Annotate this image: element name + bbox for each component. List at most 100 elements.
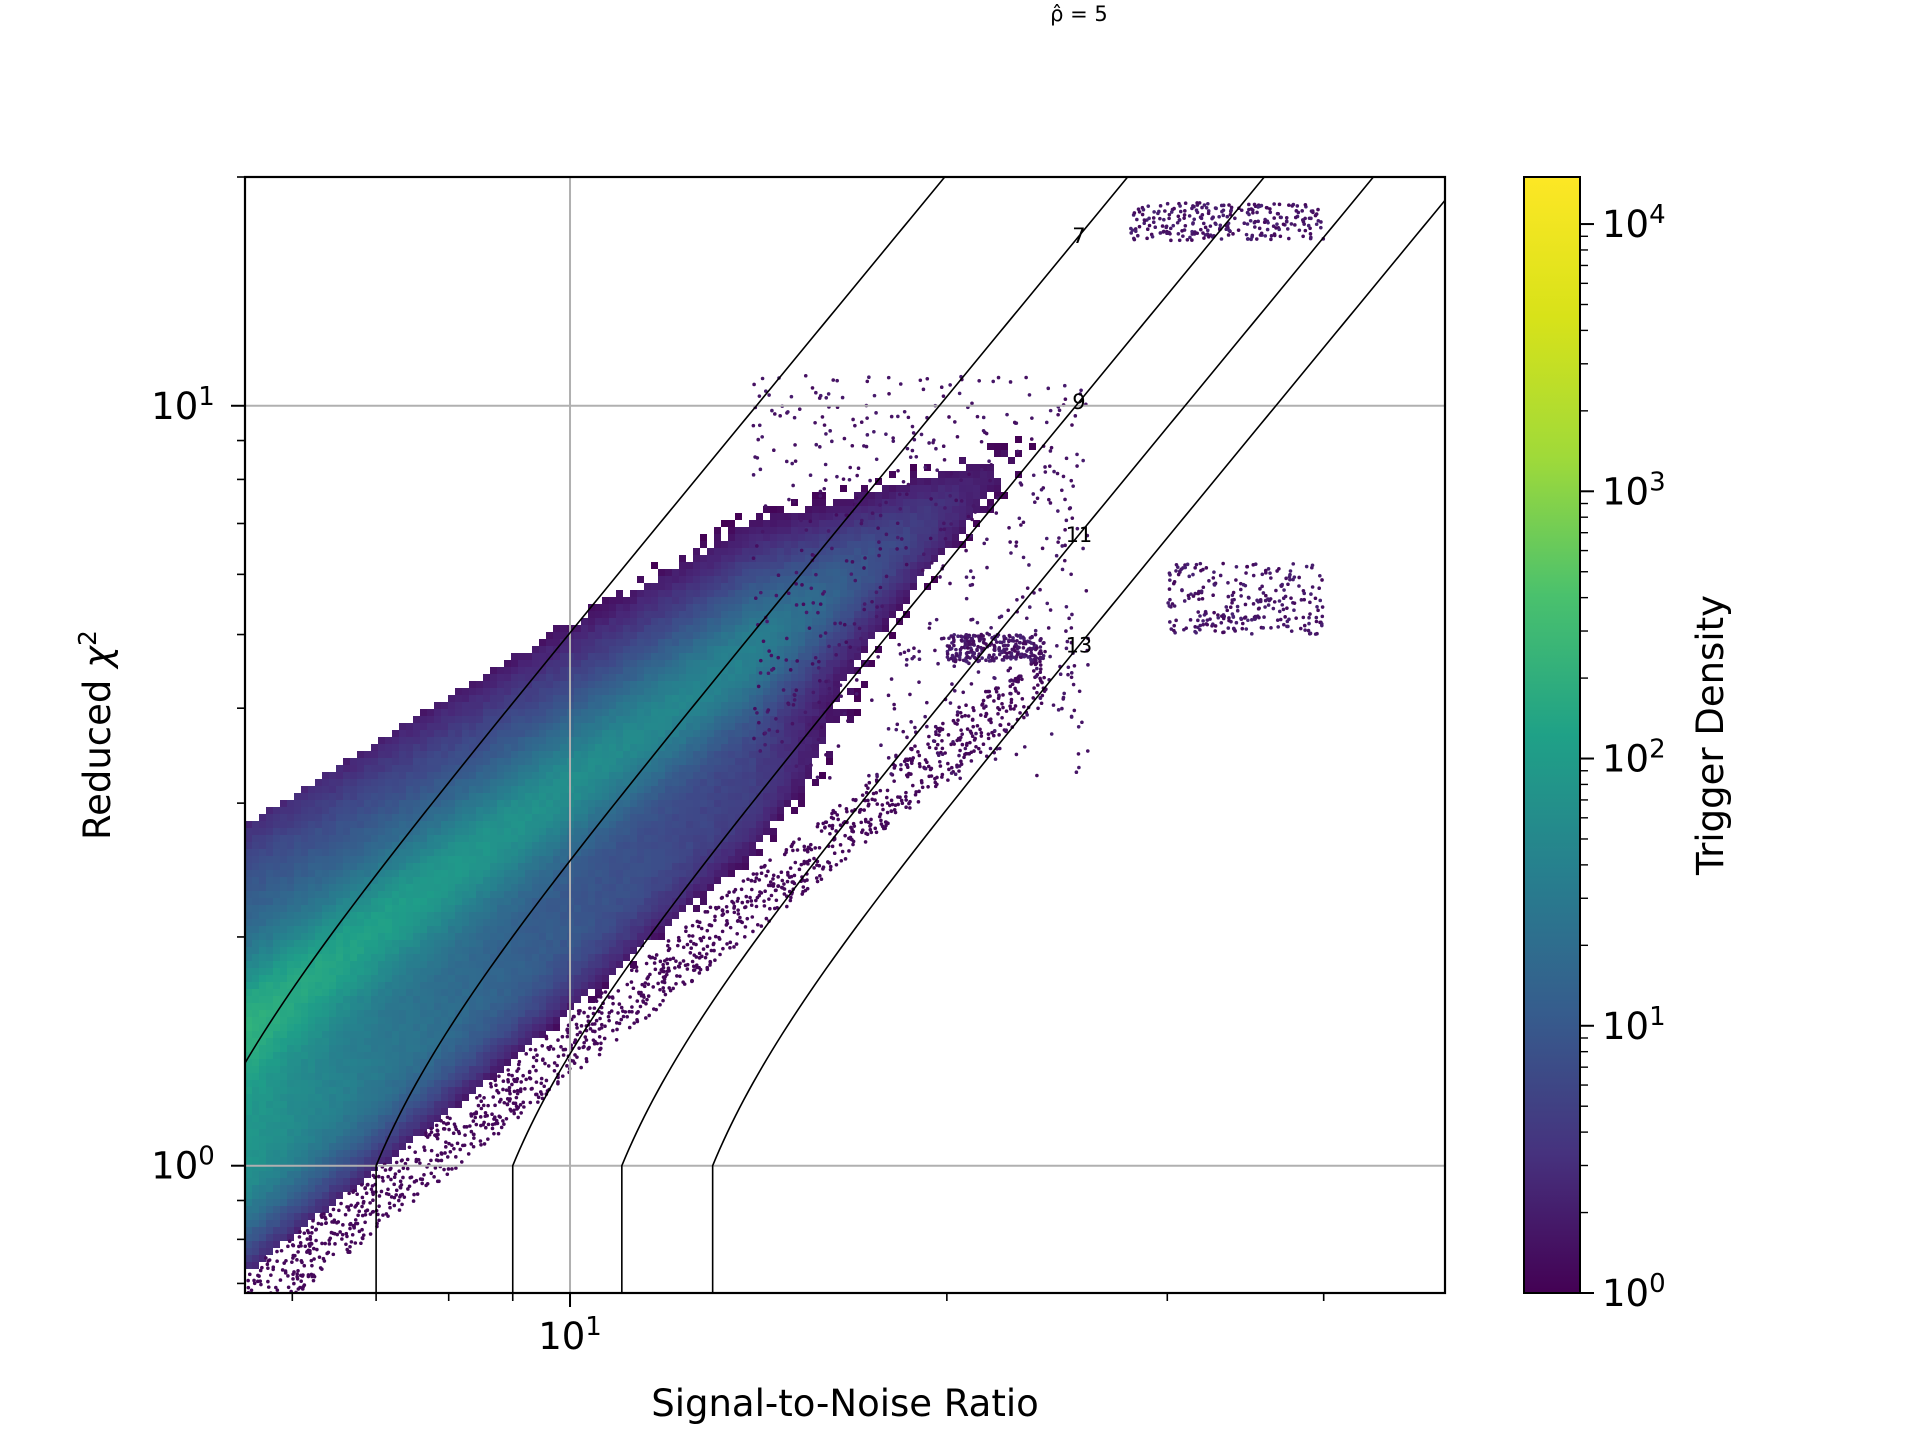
density-cell	[742, 674, 749, 681]
density-cell	[847, 583, 854, 590]
density-cell	[798, 618, 805, 625]
density-cell	[357, 807, 364, 814]
density-cell	[637, 751, 644, 758]
density-cell	[532, 891, 539, 898]
density-cell	[560, 982, 567, 989]
density-cell	[672, 779, 679, 786]
density-cell	[504, 1010, 511, 1017]
density-cell	[532, 961, 539, 968]
density-cell	[322, 1192, 329, 1199]
density-cell	[658, 821, 665, 828]
density-cell	[749, 534, 756, 541]
density-cell	[266, 814, 273, 821]
density-cell	[308, 1038, 315, 1045]
density-cell	[350, 905, 357, 912]
density-cell	[511, 807, 518, 814]
density-cell	[546, 933, 553, 940]
density-cell	[630, 730, 637, 737]
density-cell	[798, 541, 805, 548]
density-cell	[791, 723, 798, 730]
density-cell	[455, 849, 462, 856]
density-cell	[623, 800, 630, 807]
density-cell	[399, 751, 406, 758]
density-cell	[392, 989, 399, 996]
density-cell	[511, 1031, 518, 1038]
density-cell	[882, 555, 889, 562]
density-cell	[455, 1038, 462, 1045]
density-cell	[840, 485, 847, 492]
density-cell	[595, 730, 602, 737]
density-cell	[336, 975, 343, 982]
density-cell	[364, 786, 371, 793]
density-cell	[714, 814, 721, 821]
density-cell	[798, 597, 805, 604]
density-cell	[602, 842, 609, 849]
density-cell	[427, 1094, 434, 1101]
density-cell	[504, 912, 511, 919]
density-cell	[427, 898, 434, 905]
density-cell	[546, 779, 553, 786]
density-cell	[644, 919, 651, 926]
density-cell	[728, 632, 735, 639]
density-cell	[644, 779, 651, 786]
density-cell	[840, 548, 847, 555]
density-cell	[735, 611, 742, 618]
density-cell	[924, 520, 931, 527]
density-cell	[469, 779, 476, 786]
density-cell	[735, 751, 742, 758]
density-cell	[518, 667, 525, 674]
density-cell	[385, 884, 392, 891]
density-cell	[637, 842, 644, 849]
density-cell	[371, 828, 378, 835]
density-cell	[357, 947, 364, 954]
density-cell	[672, 702, 679, 709]
density-cell	[420, 730, 427, 737]
density-cell	[364, 996, 371, 1003]
density-cell	[707, 751, 714, 758]
density-cell	[364, 814, 371, 821]
density-cell	[490, 1003, 497, 1010]
density-cell	[742, 863, 749, 870]
density-cell	[595, 639, 602, 646]
density-cell	[497, 681, 504, 688]
density-cell	[644, 772, 651, 779]
density-cell	[525, 877, 532, 884]
density-cell	[406, 870, 413, 877]
density-cell	[532, 646, 539, 653]
density-cell	[455, 751, 462, 758]
density-cell	[504, 779, 511, 786]
density-cell	[483, 940, 490, 947]
density-cell	[490, 863, 497, 870]
density-cell	[399, 744, 406, 751]
density-cell	[791, 646, 798, 653]
density-cell	[497, 702, 504, 709]
density-cell	[434, 786, 441, 793]
density-cell	[917, 506, 924, 513]
density-cell	[700, 695, 707, 702]
density-cell	[252, 1052, 259, 1059]
density-cell	[707, 618, 714, 625]
density-cell	[889, 548, 896, 555]
density-cell	[651, 814, 658, 821]
density-cell	[497, 1066, 504, 1073]
density-cell	[812, 541, 819, 548]
density-cell	[553, 1003, 560, 1010]
density-cell	[294, 1066, 301, 1073]
density-cell	[490, 751, 497, 758]
density-cell	[791, 667, 798, 674]
density-cell	[308, 1178, 315, 1185]
density-cell	[476, 849, 483, 856]
density-cell	[728, 765, 735, 772]
density-cell	[532, 786, 539, 793]
density-cell	[581, 891, 588, 898]
density-cell	[427, 891, 434, 898]
density-cell	[623, 814, 630, 821]
density-cell	[679, 590, 686, 597]
density-cell	[329, 891, 336, 898]
density-cell	[497, 954, 504, 961]
density-cell	[469, 1059, 476, 1066]
density-cell	[931, 506, 938, 513]
density-cell	[371, 1073, 378, 1080]
density-cell	[672, 842, 679, 849]
density-cell	[756, 744, 763, 751]
